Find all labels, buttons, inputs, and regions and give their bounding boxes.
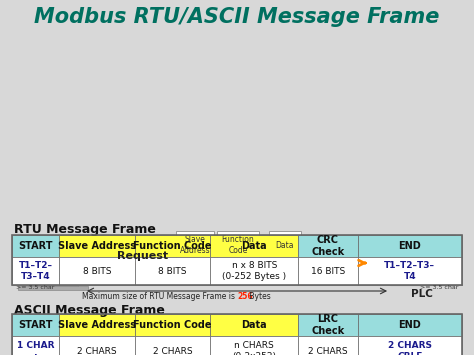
Bar bbox=[357, 235, 462, 257]
Text: Data: Data bbox=[242, 241, 267, 251]
Bar bbox=[210, 235, 298, 257]
Bar bbox=[18, 286, 88, 290]
Bar bbox=[135, 235, 210, 257]
Text: 1 CHAR
:: 1 CHAR : bbox=[17, 341, 55, 355]
Bar bbox=[12, 336, 59, 355]
Bar bbox=[135, 257, 210, 285]
Text: >= 3.5 char: >= 3.5 char bbox=[16, 285, 55, 290]
Text: 2 CHARS: 2 CHARS bbox=[77, 346, 117, 355]
Bar bbox=[59, 314, 135, 336]
Text: Modbus RTU/ASCII Message Frame: Modbus RTU/ASCII Message Frame bbox=[34, 7, 440, 27]
Bar bbox=[298, 235, 357, 257]
Text: 8 BITS: 8 BITS bbox=[158, 267, 187, 275]
Text: 16 BITS: 16 BITS bbox=[311, 267, 345, 275]
Text: 8 BITS: 8 BITS bbox=[83, 267, 111, 275]
Bar bbox=[28, 278, 78, 288]
Text: END: END bbox=[399, 320, 421, 330]
Text: Function Code: Function Code bbox=[133, 320, 212, 330]
Bar bbox=[298, 314, 357, 336]
Bar bbox=[395, 245, 420, 280]
Text: Data: Data bbox=[242, 320, 267, 330]
Bar bbox=[22, 247, 84, 276]
Bar bbox=[390, 235, 455, 285]
Bar bbox=[135, 336, 210, 355]
Text: Slave Address: Slave Address bbox=[58, 241, 136, 251]
Text: n CHARS
(0-2x252): n CHARS (0-2x252) bbox=[232, 341, 276, 355]
Bar bbox=[298, 336, 357, 355]
Text: T1–T2–T3–
T4: T1–T2–T3– T4 bbox=[384, 261, 435, 281]
Text: Data: Data bbox=[276, 240, 294, 250]
Text: Request: Request bbox=[118, 251, 169, 261]
Text: 2 CHARS: 2 CHARS bbox=[153, 346, 192, 355]
Text: START: START bbox=[18, 241, 53, 251]
Text: RTU Message Frame: RTU Message Frame bbox=[14, 223, 156, 236]
Bar bbox=[59, 235, 135, 257]
Bar bbox=[210, 336, 298, 355]
Text: ASCII Message Frame: ASCII Message Frame bbox=[14, 304, 165, 317]
Text: Function
Code: Function Code bbox=[222, 235, 255, 255]
Bar bbox=[217, 231, 259, 259]
Bar bbox=[59, 257, 135, 285]
Bar bbox=[12, 314, 59, 336]
Bar bbox=[210, 314, 298, 336]
Text: 2 CHARS: 2 CHARS bbox=[308, 346, 348, 355]
Bar bbox=[425, 245, 450, 280]
Text: >= 3.5 char: >= 3.5 char bbox=[419, 285, 458, 290]
Text: PLC: PLC bbox=[411, 289, 433, 299]
Text: Slave Address: Slave Address bbox=[58, 320, 136, 330]
Text: END: END bbox=[399, 241, 421, 251]
Bar bbox=[12, 257, 59, 285]
Text: T1–T2–
T3–T4: T1–T2– T3–T4 bbox=[18, 261, 53, 281]
Text: START: START bbox=[18, 320, 53, 330]
Bar bbox=[12, 314, 462, 355]
Text: Function Code: Function Code bbox=[133, 241, 212, 251]
Bar bbox=[357, 336, 462, 355]
Bar bbox=[269, 231, 301, 259]
Bar bbox=[210, 257, 298, 285]
Text: n x 8 BITS
(0-252 Bytes ): n x 8 BITS (0-252 Bytes ) bbox=[222, 261, 286, 281]
Text: 256: 256 bbox=[237, 292, 253, 301]
Text: Slave
Address: Slave Address bbox=[180, 235, 210, 255]
Text: Maximum size of RTU Message Frame is: Maximum size of RTU Message Frame is bbox=[82, 292, 237, 301]
Bar bbox=[59, 336, 135, 355]
Bar bbox=[298, 257, 357, 285]
Bar bbox=[12, 235, 59, 257]
Bar bbox=[357, 314, 462, 336]
Bar bbox=[357, 257, 462, 285]
Bar bbox=[18, 243, 88, 280]
Text: Bytes: Bytes bbox=[247, 292, 271, 301]
Text: 2 CHARS
CRLF: 2 CHARS CRLF bbox=[388, 341, 432, 355]
Bar bbox=[12, 235, 462, 285]
Bar bbox=[135, 314, 210, 336]
Text: LRC
Check: LRC Check bbox=[311, 314, 345, 336]
Text: CRC
Check: CRC Check bbox=[311, 235, 345, 257]
Bar bbox=[176, 231, 214, 259]
